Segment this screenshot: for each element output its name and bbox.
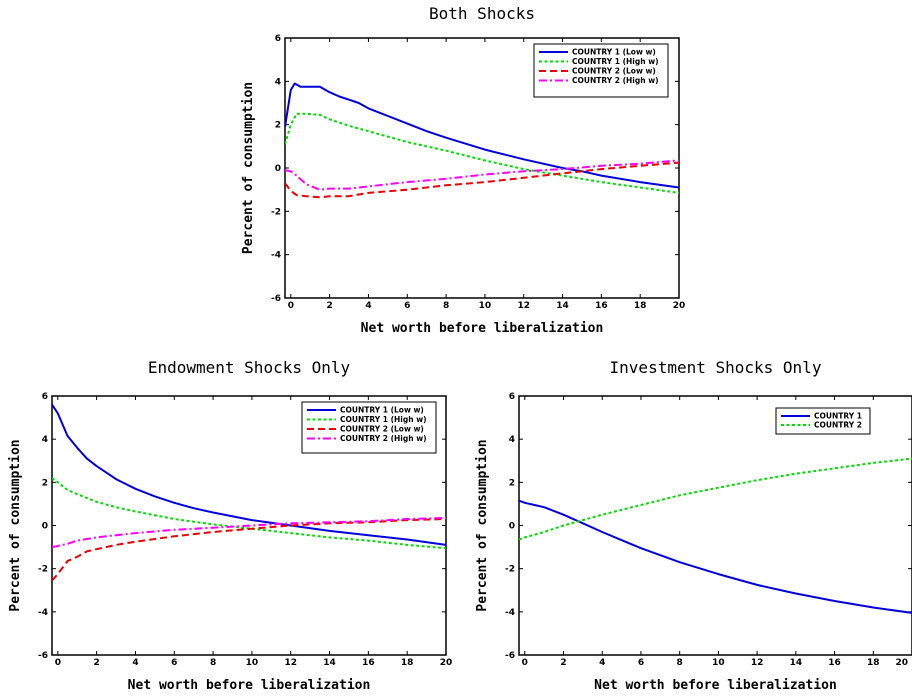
- x-tick-label: 12: [751, 658, 764, 668]
- x-tick-label: 16: [595, 301, 608, 311]
- y-tick-label: 0: [509, 522, 515, 532]
- legend-box: [775, 407, 871, 435]
- x-tick-label: 8: [443, 301, 449, 311]
- y-tick-label: 4: [42, 435, 48, 445]
- y-tick-label: 2: [509, 478, 515, 488]
- x-tick-label: 0: [288, 301, 294, 311]
- series-line-1: [519, 499, 912, 614]
- legend-entry-label: COUNTRY 1 (Low w): [572, 48, 656, 57]
- y-tick-label: 0: [275, 164, 281, 174]
- panel-both-shocks: Both Shocks 0 2 4 6 8 10 12 14 16 18 20 -6 -4 -2 0 2 4 6 Ne…: [241, 4, 685, 336]
- legend-entry-label: COUNTRY 2 (High w): [572, 76, 659, 85]
- y-tick-label: -6: [271, 294, 281, 304]
- legend-entry-label: COUNTRY 1: [814, 412, 862, 421]
- x-tick-label: 8: [677, 658, 683, 668]
- x-tick-label: 18: [401, 658, 414, 668]
- y-tick-label: 0: [42, 522, 48, 532]
- series-line-2: [52, 477, 446, 550]
- x-tick-label: 8: [210, 658, 216, 668]
- chart-title: Endowment Shocks Only: [148, 358, 351, 377]
- x-tick-label: 16: [362, 658, 375, 668]
- legend-entry-label: COUNTRY 1 (High w): [572, 57, 659, 66]
- x-tick-label: 14: [556, 301, 569, 311]
- x-tick-label: 6: [638, 658, 644, 668]
- x-tick-label: 20: [440, 658, 453, 668]
- x-tick-label: 0: [522, 658, 528, 668]
- y-tick-label: 6: [275, 34, 281, 44]
- x-tick-label: 20: [895, 658, 908, 668]
- x-tick-label: 0: [55, 658, 61, 668]
- x-tick-label: 20: [673, 301, 686, 311]
- series-line-1: [52, 404, 446, 546]
- legend: COUNTRY 1 (Low w)COUNTRY 1 (High w)COUNT…: [533, 43, 669, 98]
- x-tick-label: 10: [479, 301, 492, 311]
- x-tick-label: 16: [828, 658, 841, 668]
- x-tick-label: 6: [171, 658, 177, 668]
- y-tick-label: -4: [271, 251, 281, 261]
- x-axis-label: Net worth before liberalization: [361, 321, 604, 336]
- y-tick-label: 6: [509, 392, 515, 402]
- legend-entry-label: COUNTRY 2: [814, 421, 862, 430]
- x-tick-label: 4: [132, 658, 138, 668]
- x-tick-label: 4: [365, 301, 371, 311]
- legend-entry-label: COUNTRY 1 (Low w): [340, 406, 424, 415]
- x-tick-label: 14: [790, 658, 803, 668]
- x-tick-label: 18: [634, 301, 647, 311]
- x-tick-label: 12: [284, 658, 297, 668]
- x-tick-label: 18: [867, 658, 880, 668]
- series-line-4: [285, 159, 679, 191]
- x-tick-label: 2: [327, 301, 333, 311]
- y-tick-label: -2: [271, 207, 281, 217]
- y-axis-label: Percent of consumption: [8, 439, 23, 611]
- series-line-2: [285, 112, 679, 194]
- y-axis-label: Percent of consumption: [241, 82, 256, 254]
- x-axis-label: Net worth before liberalization: [594, 678, 837, 693]
- x-tick-label: 2: [94, 658, 100, 668]
- x-tick-label: 14: [323, 658, 336, 668]
- x-tick-label: 6: [404, 301, 410, 311]
- legend: COUNTRY 1 (Low w)COUNTRY 1 (High w)COUNT…: [301, 401, 437, 454]
- y-tick-label: 2: [275, 121, 281, 131]
- series-line-4: [52, 516, 446, 549]
- x-tick-label: 10: [246, 658, 259, 668]
- series-line-2: [519, 457, 912, 541]
- x-tick-label: 12: [517, 301, 530, 311]
- legend-entry-label: COUNTRY 1 (High w): [340, 415, 427, 424]
- series-line-3: [285, 161, 679, 199]
- y-tick-label: -2: [38, 565, 48, 575]
- x-tick-label: 2: [560, 658, 566, 668]
- x-tick-label: 4: [599, 658, 605, 668]
- chart-title: Both Shocks: [429, 4, 535, 23]
- y-axis-label: Percent of consumption: [475, 439, 490, 611]
- series-line-1: [285, 82, 679, 189]
- y-tick-label: -2: [505, 565, 515, 575]
- y-tick-label: 2: [42, 478, 48, 488]
- chart-title: Investment Shocks Only: [610, 358, 822, 377]
- y-tick-label: 6: [42, 392, 48, 402]
- y-tick-label: -6: [505, 651, 515, 661]
- series-line-3: [52, 518, 446, 582]
- legend-entry-label: COUNTRY 2 (High w): [340, 434, 427, 443]
- x-tick-label: 10: [712, 658, 725, 668]
- y-tick-label: 4: [509, 435, 515, 445]
- y-tick-label: -6: [38, 651, 48, 661]
- x-axis-label: Net worth before liberalization: [128, 678, 371, 693]
- y-tick-label: -4: [505, 608, 515, 618]
- legend-entry-label: COUNTRY 2 (Low w): [572, 67, 656, 76]
- y-tick-label: 4: [275, 77, 281, 87]
- plot-frame: [518, 395, 912, 656]
- y-tick-label: -4: [38, 608, 48, 618]
- legend-entry-label: COUNTRY 2 (Low w): [340, 425, 424, 434]
